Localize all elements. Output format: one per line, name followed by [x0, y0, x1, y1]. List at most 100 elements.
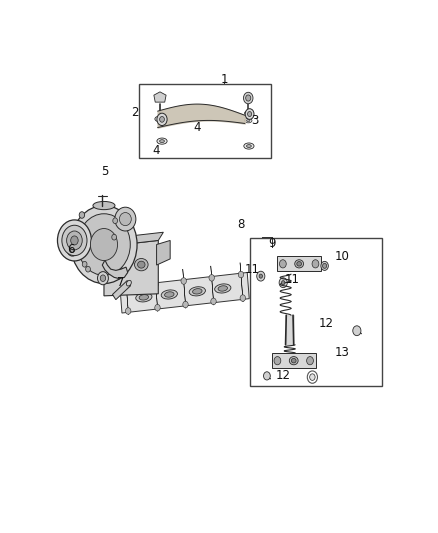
Circle shape	[98, 272, 108, 285]
Ellipse shape	[93, 201, 115, 209]
Text: 8: 8	[237, 217, 244, 230]
Ellipse shape	[165, 292, 174, 297]
Text: 12: 12	[319, 317, 334, 330]
Circle shape	[264, 372, 270, 380]
Circle shape	[353, 326, 361, 336]
Ellipse shape	[218, 286, 227, 291]
Ellipse shape	[247, 112, 250, 114]
Circle shape	[86, 266, 90, 272]
Polygon shape	[104, 232, 163, 247]
Ellipse shape	[71, 206, 137, 284]
Ellipse shape	[247, 119, 250, 122]
Ellipse shape	[193, 288, 202, 294]
Polygon shape	[155, 272, 158, 311]
Polygon shape	[272, 353, 316, 368]
Circle shape	[307, 357, 314, 365]
Ellipse shape	[111, 262, 125, 274]
Polygon shape	[240, 263, 243, 302]
Circle shape	[279, 278, 287, 288]
Ellipse shape	[297, 262, 301, 266]
Polygon shape	[154, 92, 166, 102]
Ellipse shape	[127, 280, 131, 286]
Text: 4: 4	[194, 121, 201, 134]
Polygon shape	[125, 276, 128, 315]
Ellipse shape	[78, 214, 130, 276]
Ellipse shape	[71, 236, 78, 245]
Circle shape	[181, 278, 187, 284]
Circle shape	[240, 295, 245, 301]
Text: 4: 4	[153, 144, 160, 157]
Circle shape	[70, 247, 75, 252]
Ellipse shape	[115, 207, 136, 231]
Text: 1: 1	[221, 73, 228, 86]
Bar	[139, 84, 271, 158]
Ellipse shape	[114, 264, 122, 271]
Polygon shape	[104, 240, 158, 296]
Polygon shape	[120, 272, 249, 313]
Text: 5: 5	[101, 165, 109, 178]
Circle shape	[82, 261, 87, 267]
Text: 2: 2	[131, 106, 138, 119]
Circle shape	[67, 243, 78, 256]
Ellipse shape	[157, 113, 167, 126]
Ellipse shape	[136, 293, 152, 302]
Circle shape	[100, 275, 106, 281]
Ellipse shape	[244, 92, 253, 104]
Ellipse shape	[57, 220, 92, 261]
Ellipse shape	[155, 116, 165, 122]
Ellipse shape	[246, 95, 251, 101]
Ellipse shape	[245, 109, 254, 119]
Text: 13: 13	[335, 345, 350, 359]
Ellipse shape	[291, 358, 296, 363]
Ellipse shape	[244, 118, 252, 123]
Circle shape	[238, 271, 244, 278]
Text: 6: 6	[67, 243, 75, 256]
Ellipse shape	[295, 260, 304, 268]
Circle shape	[279, 260, 286, 268]
Polygon shape	[113, 280, 131, 300]
Ellipse shape	[247, 144, 251, 148]
Circle shape	[257, 271, 265, 281]
Ellipse shape	[247, 111, 251, 117]
Ellipse shape	[322, 263, 327, 268]
Ellipse shape	[159, 117, 164, 122]
Circle shape	[124, 284, 129, 290]
Ellipse shape	[158, 117, 162, 120]
Bar	[250, 238, 382, 386]
Ellipse shape	[321, 261, 328, 270]
Circle shape	[155, 304, 160, 311]
Ellipse shape	[62, 225, 87, 256]
Ellipse shape	[244, 111, 252, 116]
Ellipse shape	[215, 284, 231, 293]
Circle shape	[312, 260, 319, 268]
Circle shape	[112, 235, 117, 240]
Polygon shape	[183, 269, 186, 308]
Circle shape	[282, 281, 285, 285]
Ellipse shape	[310, 374, 315, 381]
Circle shape	[274, 357, 281, 365]
Circle shape	[126, 308, 131, 314]
Circle shape	[211, 298, 216, 305]
Circle shape	[183, 301, 188, 308]
Ellipse shape	[134, 259, 148, 271]
Ellipse shape	[159, 140, 164, 142]
Ellipse shape	[290, 357, 298, 365]
Text: 9: 9	[268, 237, 276, 250]
Polygon shape	[211, 266, 214, 305]
Polygon shape	[277, 256, 321, 271]
Text: 12: 12	[276, 369, 290, 382]
Ellipse shape	[157, 138, 167, 144]
Text: 11: 11	[285, 273, 300, 286]
Ellipse shape	[161, 290, 177, 299]
Text: 3: 3	[251, 114, 259, 127]
Text: 10: 10	[335, 251, 350, 263]
Ellipse shape	[139, 295, 148, 300]
Polygon shape	[156, 240, 170, 265]
Text: 11: 11	[245, 263, 260, 276]
Polygon shape	[102, 260, 128, 279]
Ellipse shape	[120, 213, 131, 225]
Ellipse shape	[90, 229, 117, 261]
Circle shape	[79, 212, 85, 219]
Circle shape	[259, 274, 262, 278]
Ellipse shape	[244, 143, 254, 149]
